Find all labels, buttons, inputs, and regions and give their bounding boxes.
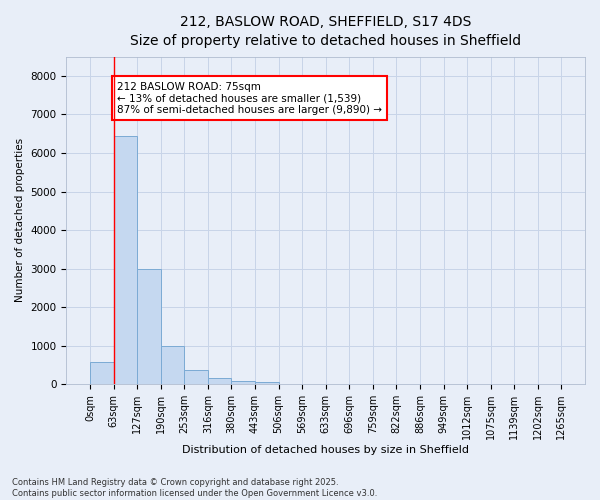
Bar bbox=[232, 381, 255, 384]
Bar bbox=[90, 362, 113, 384]
Text: Contains HM Land Registry data © Crown copyright and database right 2025.
Contai: Contains HM Land Registry data © Crown c… bbox=[12, 478, 377, 498]
Bar bbox=[161, 346, 184, 384]
Y-axis label: Number of detached properties: Number of detached properties bbox=[15, 138, 25, 302]
Bar bbox=[255, 382, 278, 384]
Title: 212, BASLOW ROAD, SHEFFIELD, S17 4DS
Size of property relative to detached house: 212, BASLOW ROAD, SHEFFIELD, S17 4DS Siz… bbox=[130, 15, 521, 48]
Bar bbox=[208, 378, 232, 384]
Bar bbox=[137, 270, 161, 384]
Bar bbox=[113, 136, 137, 384]
X-axis label: Distribution of detached houses by size in Sheffield: Distribution of detached houses by size … bbox=[182, 445, 469, 455]
Bar bbox=[184, 370, 208, 384]
Text: 212 BASLOW ROAD: 75sqm
← 13% of detached houses are smaller (1,539)
87% of semi-: 212 BASLOW ROAD: 75sqm ← 13% of detached… bbox=[117, 82, 382, 115]
